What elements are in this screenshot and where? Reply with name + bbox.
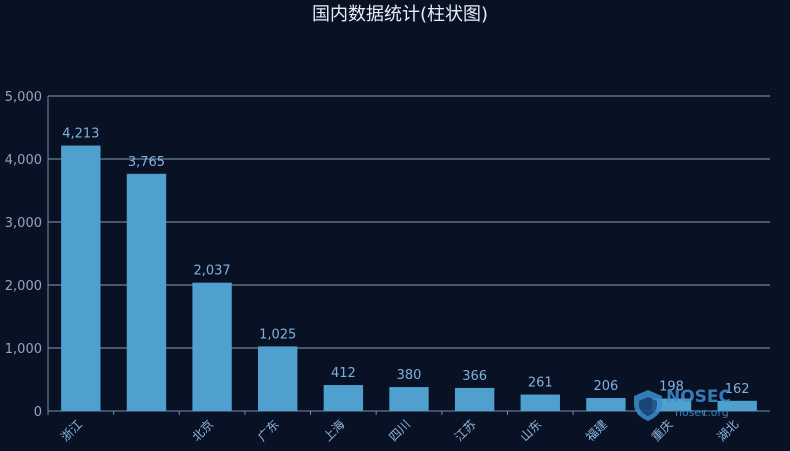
shield-icon <box>634 390 662 421</box>
x-tick-label: 广东 <box>255 417 282 444</box>
x-tick-label: 山东 <box>518 417 545 444</box>
bar <box>61 145 101 411</box>
watermark-brand: NOSEC <box>666 387 731 407</box>
data-label: 3,765 <box>128 155 165 170</box>
data-labels: 4,213 3,765 2,037 1,025 412 380 366 261 206 198 16… <box>62 127 749 397</box>
bar <box>520 394 560 411</box>
data-label: 206 <box>593 379 618 394</box>
bars <box>61 145 757 411</box>
y-tick-label: 1,000 <box>5 342 42 357</box>
x-tick-labels: 浙江 北京 广东 上海 四川 江苏 山东 福建 重庆 湖北 <box>47 411 742 445</box>
bar <box>717 400 757 411</box>
chart-title: 国内数据统计(柱状图) <box>312 4 488 25</box>
bar <box>586 398 626 411</box>
bar <box>126 173 167 411</box>
y-tick-label: 3,000 <box>5 216 42 231</box>
y-tick-label: 4,000 <box>5 153 42 168</box>
y-tick-label: 5,000 <box>5 90 42 105</box>
bar <box>192 282 232 411</box>
y-tick-label: 0 <box>34 405 42 420</box>
watermark: NOSEC nosec.org <box>634 387 731 421</box>
x-tick-label: 四川 <box>386 417 413 444</box>
y-tick-label: 2,000 <box>5 279 42 294</box>
bar <box>454 387 495 411</box>
data-label: 412 <box>331 366 356 381</box>
bar <box>258 346 298 411</box>
x-tick-label: 福建 <box>582 417 610 445</box>
data-label: 162 <box>725 382 750 397</box>
data-label: 1,025 <box>259 327 296 342</box>
x-tick-label: 重庆 <box>649 417 676 444</box>
grid-layer: 0 1,000 2,000 3,000 4,000 5,000 <box>5 90 770 420</box>
bar <box>323 385 364 411</box>
x-tick-label: 北京 <box>189 417 216 444</box>
data-label: 198 <box>659 380 684 395</box>
x-tick-label: 江苏 <box>452 417 479 444</box>
data-label: 2,037 <box>193 264 230 279</box>
x-tick-label: 浙江 <box>58 417 85 444</box>
data-label: 261 <box>528 376 553 391</box>
data-label: 4,213 <box>62 127 99 142</box>
x-tick-label: 上海 <box>320 417 348 445</box>
watermark-url: nosec.org <box>675 406 729 419</box>
x-tick-label: 湖北 <box>714 417 742 445</box>
data-label: 366 <box>462 369 487 384</box>
data-label: 380 <box>397 368 422 383</box>
bar <box>389 387 429 411</box>
